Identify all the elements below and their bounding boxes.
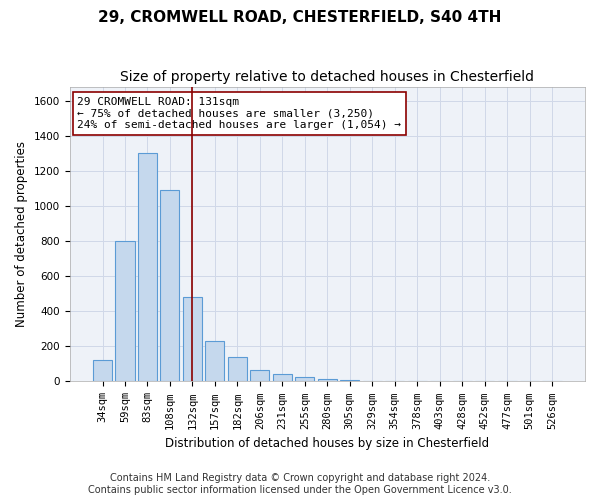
Bar xyxy=(183,297,202,382)
Bar xyxy=(362,381,382,382)
Text: Contains HM Land Registry data © Crown copyright and database right 2024.
Contai: Contains HM Land Registry data © Crown c… xyxy=(88,474,512,495)
Bar xyxy=(160,190,179,382)
Title: Size of property relative to detached houses in Chesterfield: Size of property relative to detached ho… xyxy=(120,70,534,84)
Bar xyxy=(250,370,269,382)
Bar xyxy=(228,357,247,382)
Bar xyxy=(205,341,224,382)
X-axis label: Distribution of detached houses by size in Chesterfield: Distribution of detached houses by size … xyxy=(165,437,490,450)
Text: 29, CROMWELL ROAD, CHESTERFIELD, S40 4TH: 29, CROMWELL ROAD, CHESTERFIELD, S40 4TH xyxy=(98,10,502,25)
Bar xyxy=(318,379,337,382)
Bar xyxy=(340,380,359,382)
Bar xyxy=(295,377,314,382)
Bar xyxy=(115,241,134,382)
Bar xyxy=(138,154,157,382)
Text: 29 CROMWELL ROAD: 131sqm
← 75% of detached houses are smaller (3,250)
24% of sem: 29 CROMWELL ROAD: 131sqm ← 75% of detach… xyxy=(77,97,401,130)
Y-axis label: Number of detached properties: Number of detached properties xyxy=(15,141,28,327)
Bar xyxy=(93,360,112,382)
Bar xyxy=(273,374,292,382)
